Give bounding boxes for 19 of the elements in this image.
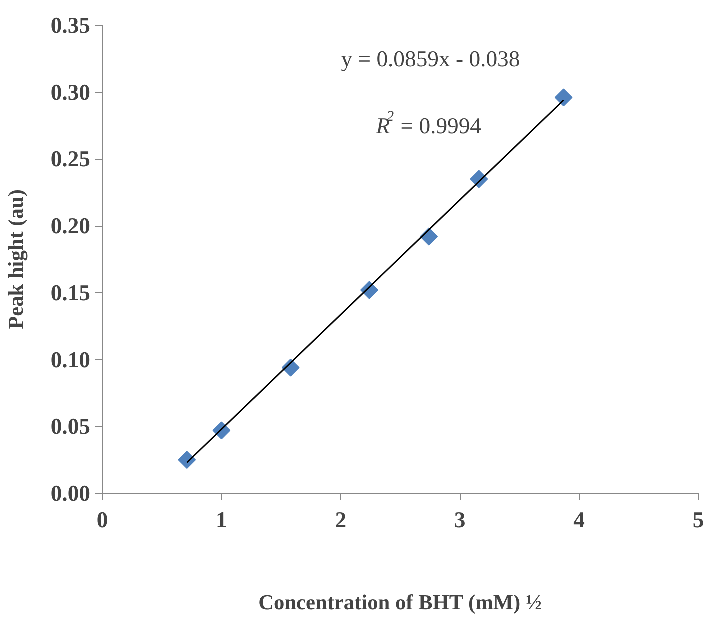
point — [554, 88, 573, 107]
x-axis-title: Concentration of BHT (mM) ½ — [258, 590, 542, 614]
x-tick-label: 5 — [692, 508, 704, 532]
y-tick-label: 0.00 — [50, 481, 91, 506]
x-tick-label: 3 — [454, 508, 466, 532]
x-tick-label: 2 — [335, 508, 347, 532]
y-tick-label: 0.35 — [50, 13, 91, 38]
point — [178, 451, 196, 470]
y-tick-label: 0.25 — [50, 146, 91, 172]
y-tick-label: 0.10 — [50, 347, 91, 372]
y-axis-title: Peak hight (au) — [4, 190, 28, 330]
y-tick-label: 0.20 — [50, 214, 91, 239]
annotation: y = 0.0859x - 0.038 — [341, 46, 520, 72]
y-tick-label: 0.15 — [50, 280, 91, 306]
y-tick-label: 0.30 — [50, 80, 91, 105]
y-tick-label: 0.05 — [50, 414, 91, 440]
x-tick-label: 0 — [96, 508, 108, 532]
x-tick-label: 4 — [574, 508, 585, 532]
x-tick-label: 1 — [216, 508, 228, 532]
